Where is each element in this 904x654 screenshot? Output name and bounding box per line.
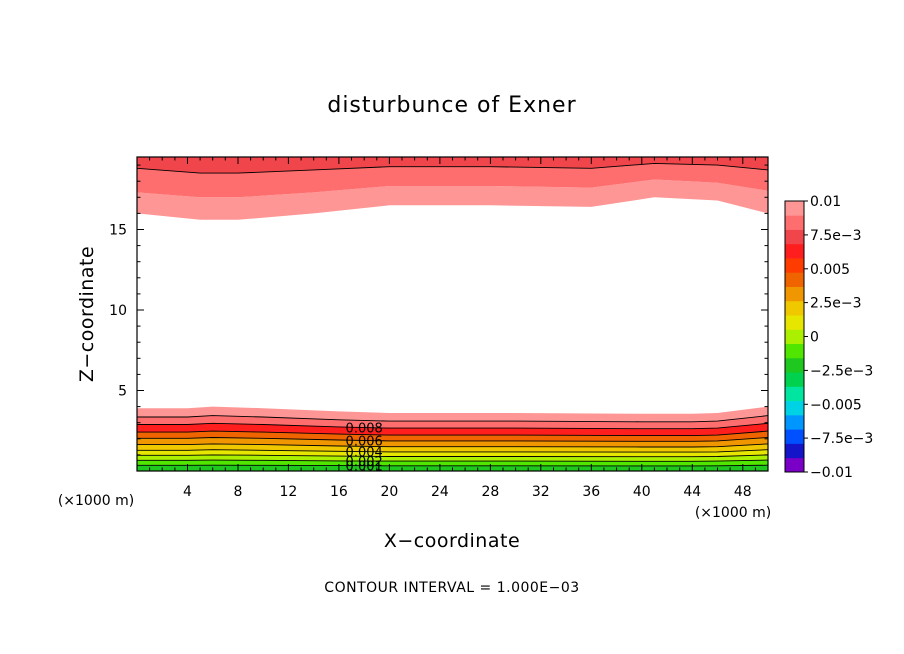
colorbar-swatch [785,229,804,245]
bottom-band-7 [137,454,768,462]
bottom-contour-6 [137,454,769,458]
colorbar-swatch [785,243,804,259]
colorbar-tick-label: −0.01 [810,465,853,481]
colorbar-tick-label: 0 [810,330,819,346]
bottom-band-4 [137,437,768,447]
colorbar-swatch [785,300,804,316]
colorbar-swatch [785,272,804,287]
contour-label: 0.008 [346,422,383,437]
top-band-1 [137,163,768,198]
x-tick-label: 8 [234,484,243,500]
bottom-contour-7 [137,459,769,462]
colorbar-tick-label: −7.5e−3 [810,431,873,447]
x-tick-label: 28 [481,484,499,500]
colorbar-tick-label: 2.5e−3 [810,296,862,312]
y-tick-label: 10 [109,303,127,319]
colorbar-swatch [785,414,804,430]
top-band-0 [137,179,768,220]
colorbar-tick-label: 0.01 [810,194,841,210]
colorbar-swatch [785,457,804,473]
bottom-contour-1 [137,422,769,430]
x-unit-right: (×1000 m) [695,505,771,521]
colorbar-swatch [785,329,804,345]
x-tick-label: 16 [330,484,348,500]
contour-interval-note: CONTOUR INTERVAL = 1.000E−03 [324,580,579,596]
bottom-band-5 [137,443,768,453]
colorbar-tick-label: −2.5e−3 [810,363,873,379]
chart-title: disturbunce of Exner [327,93,576,118]
top-band-2 [137,157,768,174]
y-axis-ticks: 5 10 15 [109,164,768,456]
colorbar-tick-label: −0.005 [810,397,862,413]
x-tick-label: 44 [683,484,701,500]
bottom-contour-4 [137,443,769,448]
contour-label: 0.001 [346,460,383,475]
contour-label: 0.004 [346,446,383,461]
x-tick-label: 4 [183,484,192,500]
colorbar-swatch [785,343,804,359]
x-tick-label: 24 [431,484,449,500]
bottom-contour-2 [137,430,769,437]
colorbar-tick-label: 0.005 [810,262,850,278]
x-tick-label: 32 [532,484,550,500]
colorbar-swatch [785,357,804,373]
x-axis-ticks: 4 8 12 16 20 24 28 32 36 40 44 48 [149,157,756,500]
colorbar-swatch [785,429,804,444]
colorbar-swatch [785,372,804,387]
bottom-band-6 [137,449,768,457]
colorbar-swatch [785,400,804,416]
x-tick-label: 48 [734,484,752,500]
bottom-contour-5 [137,449,769,453]
x-tick-label: 36 [582,484,600,500]
colorbar-swatch [785,258,804,273]
y-tick-label: 15 [109,223,127,239]
contour-label: 0.006 [346,434,383,449]
colorbar-tick-label: 7.5e−3 [810,228,862,244]
x-axis-label: X−coordinate [384,530,520,552]
x-tick-label: 20 [380,484,398,500]
colorbar: 0.01 7.5e−3 0.005 2.5e−3 0 −2.5e−3 −0.005 −7.5e… [784,194,873,481]
y-axis-label: Z−coordinate [76,246,98,382]
top-contour [136,162,769,174]
x-tick-label: 12 [279,484,297,500]
x-unit-left: (×1000 m) [58,493,134,509]
bottom-contour-0 [137,415,769,423]
x-tick-label: 40 [633,484,651,500]
colorbar-swatch [785,215,804,230]
colorbar-swatch [785,315,804,330]
colorbar-swatch [785,201,804,216]
colorbar-swatch [785,286,804,302]
bottom-contour-3 [137,437,769,442]
contour-label: 0.002 [346,455,383,470]
colorbar-swatch [785,386,804,402]
colorbar-swatch [785,443,804,459]
y-tick-label: 5 [118,384,127,400]
